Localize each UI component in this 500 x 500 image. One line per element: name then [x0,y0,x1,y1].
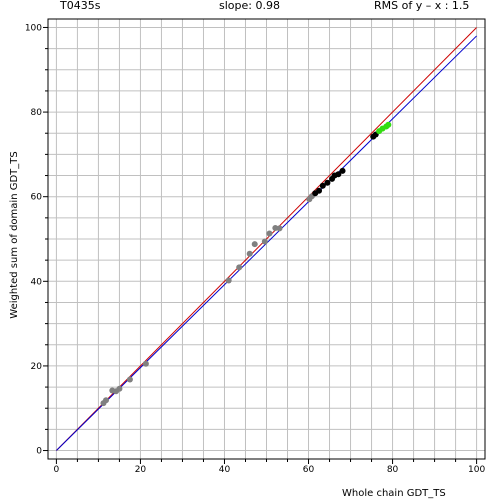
data-point-green [385,121,392,128]
data-point-gray [126,376,133,383]
y-axis-label: Weighted sum of domain GDT_TS [9,151,20,318]
axis-ticks: 0 20 40 60 80 100 0 20 40 60 80 100 [25,23,486,475]
grid [48,19,485,459]
data-point-gray [261,238,268,245]
x-tick-label: 100 [468,465,485,475]
data-point-gray [251,241,258,248]
data-point-gray [266,230,273,237]
y-tick-label: 0 [36,447,42,457]
chart-slope-label: slope: 0.98 [219,0,280,12]
data-point-black [316,187,323,194]
x-tick-label: 40 [219,465,231,475]
y-tick-label: 20 [31,362,43,372]
data-point-gray [246,250,253,257]
y-tick-label: 60 [31,193,43,203]
plot-frame [47,18,486,460]
chart-target-id: T0435s [59,0,101,12]
data-point-black [324,179,331,186]
identity-line [56,27,477,451]
data-point-gray [142,360,149,367]
data-points [100,121,392,407]
data-point-gray [236,264,243,271]
chart-rms-label: RMS of y – x : 1.5 [374,0,469,12]
data-point-black [319,182,326,189]
y-tick-label: 40 [31,277,43,287]
data-point-gray [276,225,283,232]
y-tick-label: 80 [31,108,43,118]
data-point-black [339,167,346,174]
data-point-gray [116,385,123,392]
x-tick-label: 20 [135,465,147,475]
data-point-black [335,171,342,178]
y-tick-label: 100 [25,23,42,33]
x-tick-label: 0 [54,465,60,475]
x-axis-label: Whole chain GDT_TS [342,488,446,499]
x-tick-label: 80 [387,465,399,475]
data-point-gray [102,397,109,404]
data-point-gray [225,277,232,284]
x-tick-label: 60 [303,465,315,475]
